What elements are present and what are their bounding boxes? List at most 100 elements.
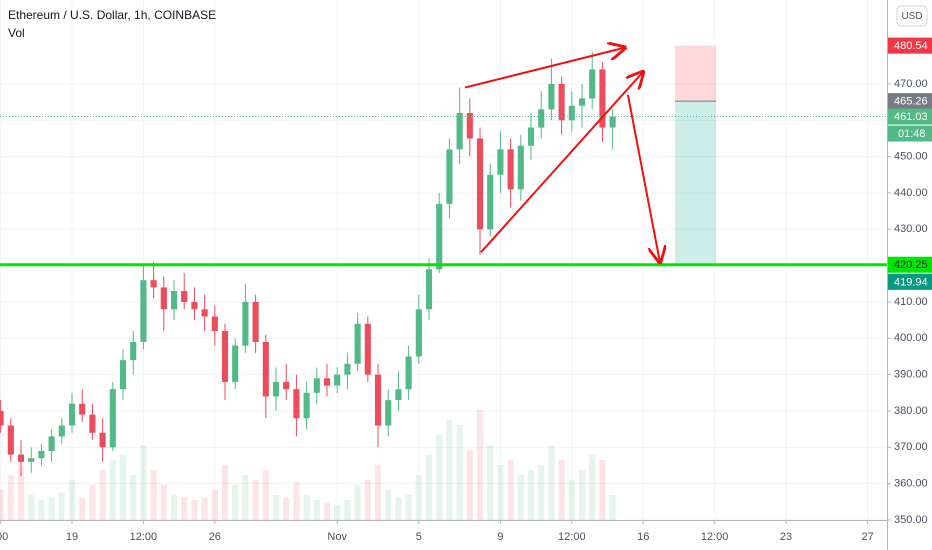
candle-body — [303, 392, 310, 419]
grid — [0, 0, 887, 521]
candle-body — [48, 436, 55, 451]
y-tick-label: 400.00 — [894, 332, 928, 344]
candle-body — [252, 301, 259, 342]
candle-body — [374, 374, 382, 426]
candle-body — [446, 149, 453, 204]
candle-body — [68, 403, 76, 426]
price-label: 465.26 — [894, 96, 928, 108]
volume-bar — [354, 485, 361, 520]
candle-body — [221, 331, 229, 382]
y-tick-label: 360.00 — [894, 478, 928, 490]
volume-bar — [201, 497, 208, 520]
volume-bar — [415, 475, 422, 520]
volume-bar — [456, 425, 463, 520]
candle-body — [38, 450, 45, 459]
volume-bar — [599, 460, 606, 520]
y-tick-label: 350.00 — [894, 514, 928, 526]
volume-bar — [170, 495, 178, 520]
time-axis — [0, 520, 887, 550]
volume-bar — [79, 497, 86, 520]
volume-bar — [364, 480, 371, 520]
x-tick-label: Nov — [327, 531, 347, 543]
candle-body — [7, 425, 14, 455]
y-tick-label: 440.00 — [894, 187, 928, 199]
candle-body — [425, 269, 433, 310]
volume-bar — [497, 465, 504, 520]
candle-body — [17, 454, 25, 462]
volume-bar — [374, 465, 382, 520]
candle-body — [466, 113, 473, 139]
countdown-bg — [888, 125, 932, 142]
candle-body — [232, 345, 239, 382]
candle-body — [415, 309, 422, 357]
x-tick-label: 12:00 — [558, 531, 586, 543]
candle-body — [517, 145, 524, 190]
volume-bar — [89, 485, 96, 520]
volume-bar — [538, 465, 545, 520]
candle-body — [242, 301, 249, 346]
volume-bar — [589, 455, 596, 520]
currency-button[interactable] — [896, 5, 928, 27]
volume-bar — [395, 497, 402, 520]
candle-body — [170, 291, 178, 310]
volume-bar — [578, 470, 586, 520]
candle-body — [119, 360, 127, 390]
countdown: 01:48 — [898, 128, 926, 140]
candle-body — [191, 301, 198, 310]
volume-bar — [507, 460, 514, 520]
candle-body — [313, 378, 320, 393]
candle-body — [578, 98, 586, 106]
candle-body — [395, 389, 402, 401]
volume-bar — [323, 502, 331, 520]
volume-bar — [283, 497, 290, 520]
volume-bar — [28, 495, 35, 520]
y-tick-label: 410.00 — [894, 296, 928, 308]
candle-body — [262, 341, 269, 397]
y-tick-label: 430.00 — [894, 223, 928, 235]
volume-bar — [252, 480, 259, 520]
volume-bar — [344, 500, 351, 520]
candle-body — [476, 138, 484, 230]
chart-title: Ethereum / U.S. Dollar, 1h, COINBASE — [8, 8, 216, 22]
volume-bar — [99, 470, 106, 520]
candle-body — [99, 432, 106, 448]
volume-bar — [436, 435, 443, 520]
trendline — [464, 48, 625, 89]
volume-bar — [568, 480, 575, 520]
candle-body — [0, 410, 4, 426]
candle-body — [599, 69, 606, 128]
volume-bar — [7, 475, 14, 520]
candle-body — [150, 280, 157, 288]
candle-body — [58, 425, 65, 437]
volume-bar — [38, 500, 45, 520]
candle-body — [28, 458, 35, 462]
volume-bar — [68, 480, 76, 520]
currency-label[interactable]: USD — [901, 11, 922, 22]
y-tick-label: 450.00 — [894, 151, 928, 163]
x-tick-label: 27 — [861, 531, 873, 543]
volume-bar — [17, 465, 25, 520]
volume-bar — [517, 475, 524, 520]
x-tick-label: 26 — [209, 531, 221, 543]
price-label: 480.54 — [894, 40, 928, 52]
volume-bar — [181, 497, 188, 520]
candle-body — [130, 341, 137, 361]
volume-bar — [58, 492, 65, 520]
volume-bar — [487, 445, 494, 520]
x-tick-label: 16 — [637, 531, 649, 543]
y-tick-label: 370.00 — [894, 441, 928, 453]
y-tick-label: 470.00 — [894, 78, 928, 90]
candle-body — [548, 83, 555, 110]
candle-body — [364, 323, 371, 375]
x-tick-label: 12:00 — [130, 531, 158, 543]
candle-body — [272, 381, 280, 397]
volume-bar — [221, 465, 229, 520]
volume-bar — [293, 482, 300, 520]
candle-body — [436, 203, 443, 270]
trendline — [480, 72, 643, 253]
candle-body — [456, 113, 463, 150]
trendline — [626, 94, 660, 263]
volume-bar — [446, 420, 453, 520]
candle-body — [558, 83, 565, 121]
volume-bar — [160, 485, 167, 520]
